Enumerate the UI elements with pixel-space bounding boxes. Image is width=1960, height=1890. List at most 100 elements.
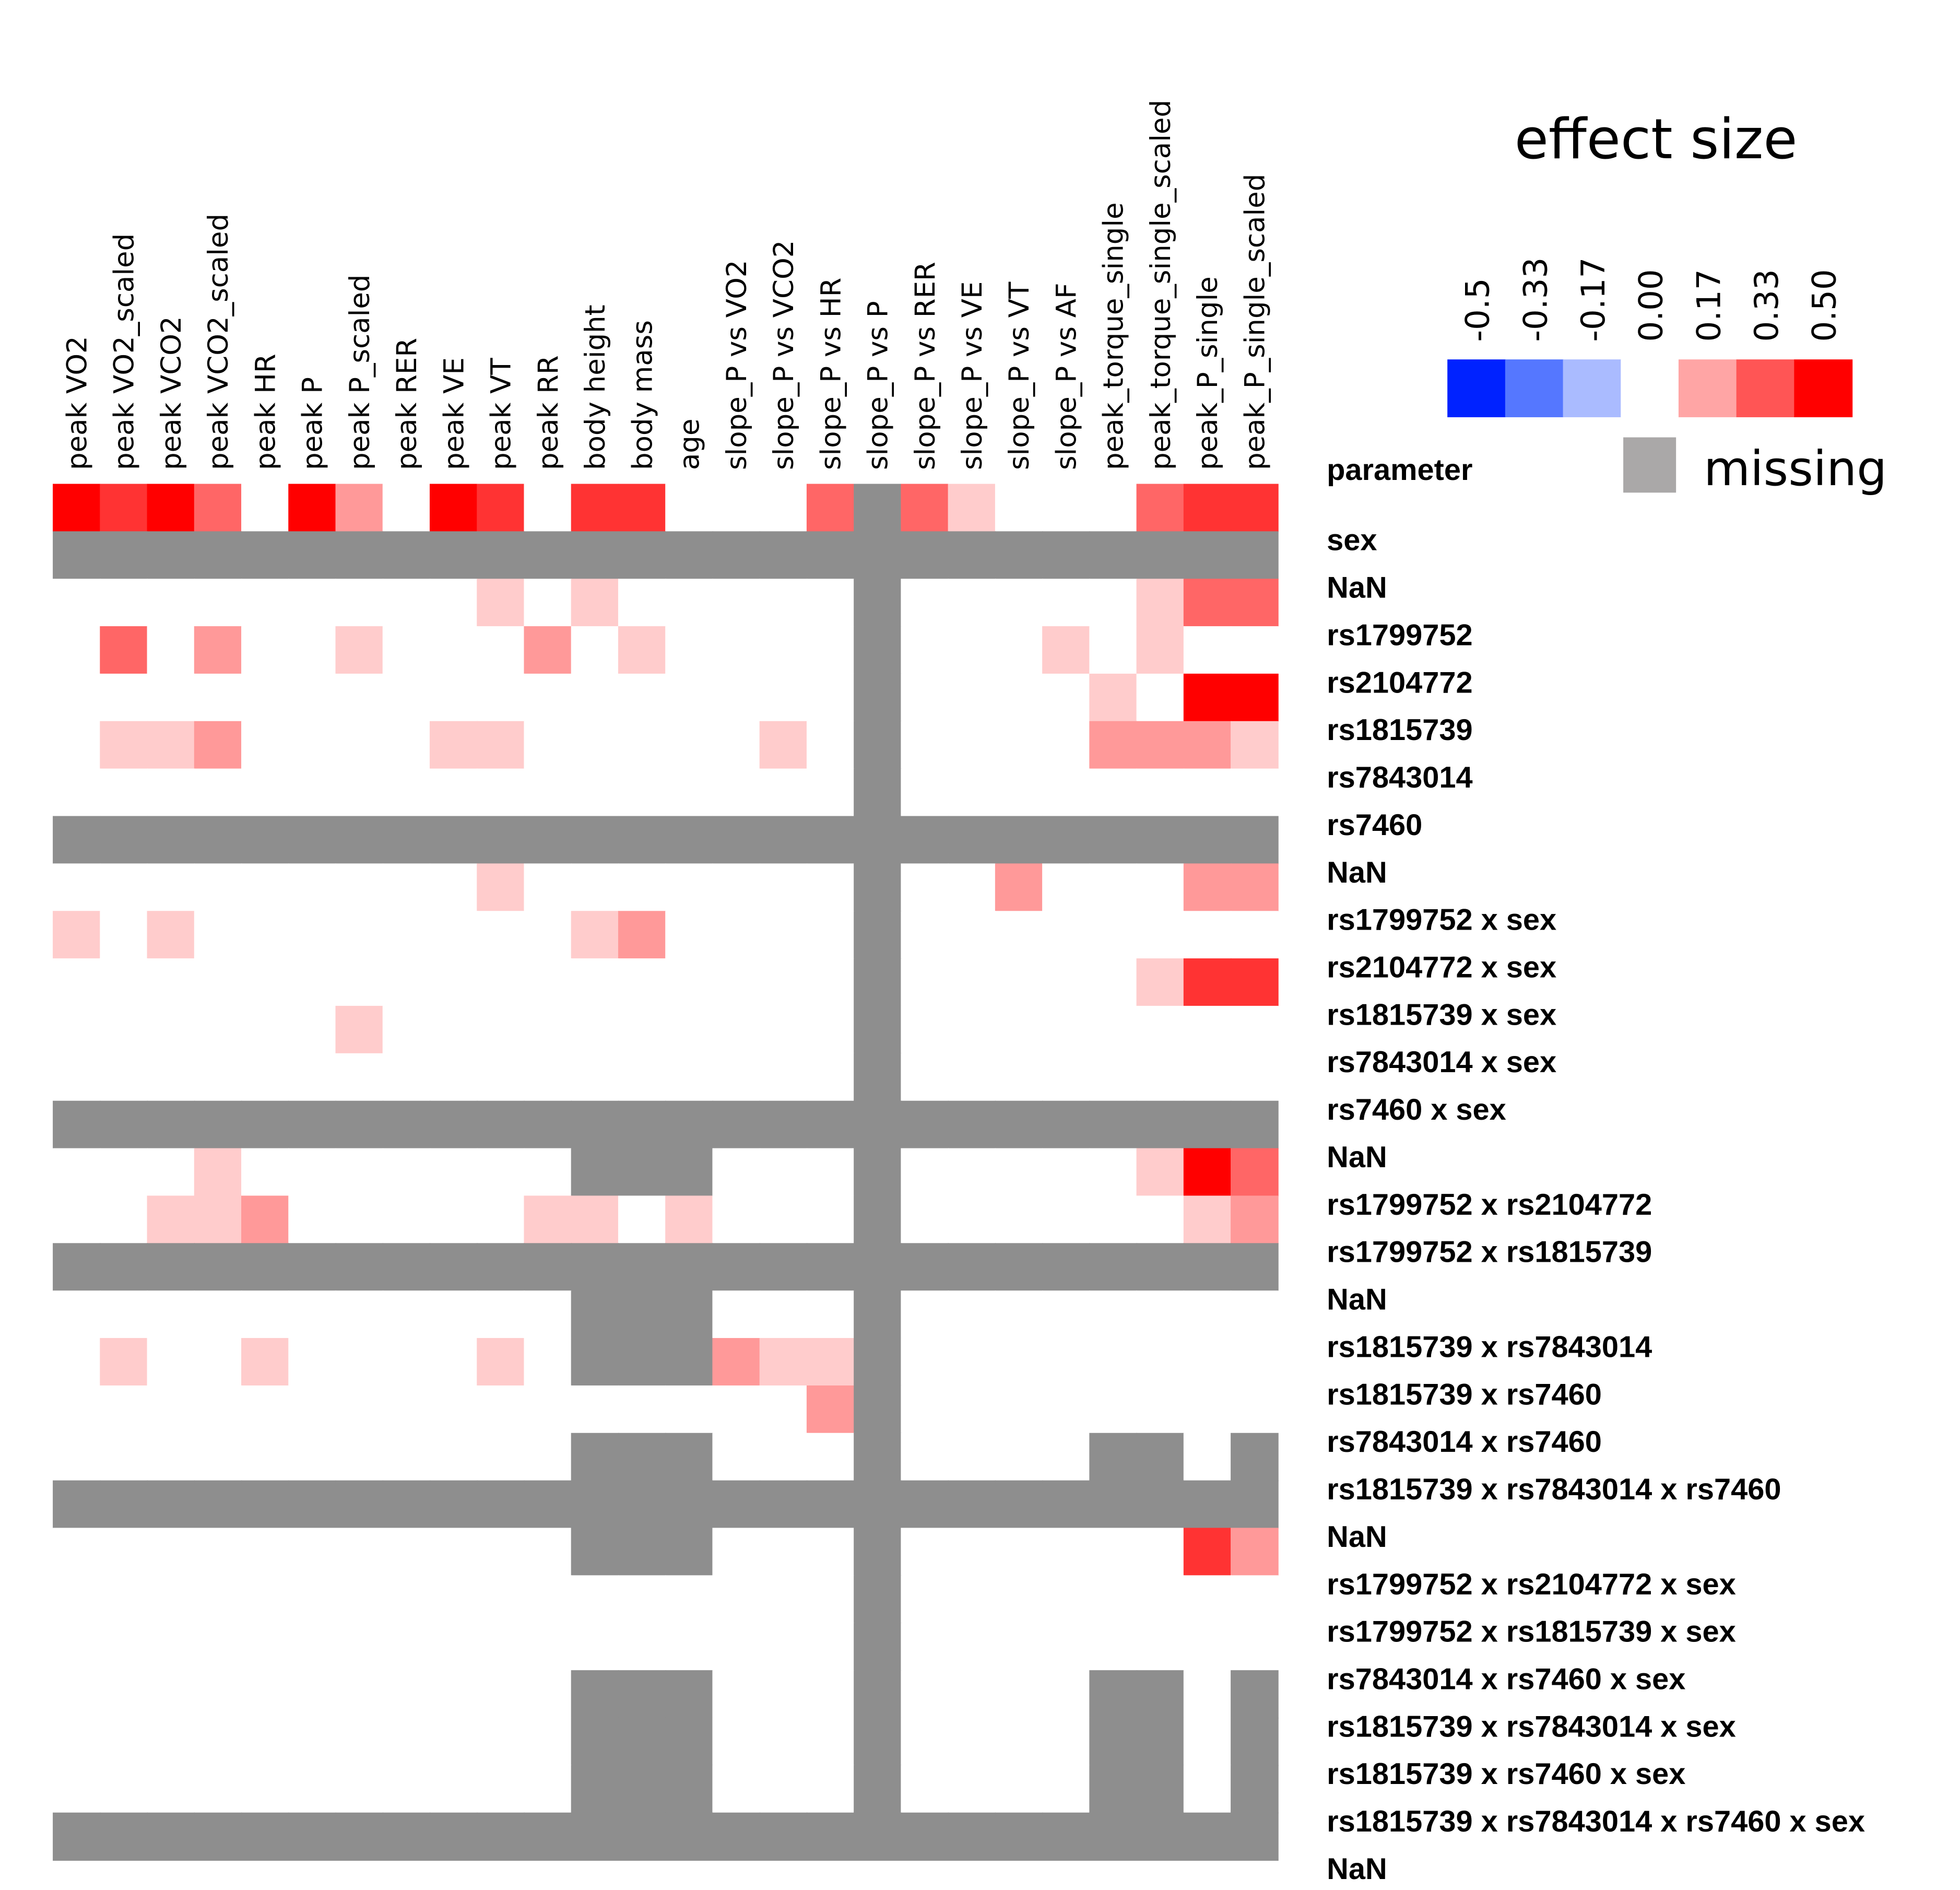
- column-label: slope_P vs VT: [1003, 281, 1035, 470]
- cell-missing: [618, 1670, 666, 1719]
- heatmap-cell: [1042, 911, 1090, 959]
- heatmap-cell: [806, 1385, 855, 1434]
- heatmap-cell: [1089, 1575, 1138, 1624]
- heatmap-cell: [1183, 1338, 1232, 1387]
- cell-missing: [1089, 1100, 1138, 1149]
- cell-missing: [806, 1100, 855, 1149]
- cell-missing: [571, 1480, 619, 1529]
- heatmap-cell: [288, 1290, 336, 1339]
- heatmap-cell: [288, 721, 336, 770]
- heatmap-cell: [712, 673, 761, 722]
- column-label: body height: [580, 304, 611, 470]
- heatmap-cell: [1042, 1195, 1090, 1244]
- heatmap-cell: [1183, 721, 1232, 770]
- heatmap-cell: [288, 1528, 336, 1576]
- heatmap-cell: [1231, 484, 1279, 532]
- heatmap-cell: [759, 1290, 808, 1339]
- cell-missing: [1089, 816, 1138, 864]
- heatmap-cell: [665, 1385, 713, 1434]
- cell-missing: [1136, 1812, 1185, 1861]
- heatmap-cell: [618, 1195, 666, 1244]
- heatmap-cell: [1042, 1765, 1090, 1814]
- heatmap-cell: [1089, 958, 1138, 1007]
- cell-missing: [100, 1243, 148, 1292]
- heatmap-cell: [241, 1338, 289, 1387]
- heatmap-cell: [147, 1148, 195, 1196]
- heatmap-cell: [995, 1385, 1043, 1434]
- heatmap-cell: [901, 911, 949, 959]
- cell-missing: [1042, 1812, 1090, 1861]
- cell-missing: [241, 1243, 289, 1292]
- heatmap-cell: [571, 1053, 619, 1102]
- legend-tick-label: 0.50: [1805, 269, 1844, 342]
- heatmap-cell: [806, 911, 855, 959]
- heatmap-cell: [53, 1385, 101, 1434]
- row-label: NaN: [1327, 1852, 1387, 1884]
- heatmap-cell: [477, 721, 525, 770]
- heatmap-cell: [524, 721, 572, 770]
- heatmap-cell: [1183, 1053, 1232, 1102]
- cell-missing: [477, 1480, 525, 1529]
- heatmap-cell: [147, 626, 195, 675]
- heatmap-cell: [288, 1195, 336, 1244]
- heatmap-cell: [1136, 1385, 1185, 1434]
- heatmap-cell: [241, 1433, 289, 1482]
- heatmap-cell: [477, 958, 525, 1007]
- cell-missing: [901, 531, 949, 580]
- heatmap-cell: [948, 626, 996, 675]
- heatmap-cell: [806, 1148, 855, 1196]
- heatmap-cell: [618, 1005, 666, 1054]
- cell-missing: [948, 531, 996, 580]
- heatmap-cell: [618, 1385, 666, 1434]
- heatmap-cell: [382, 1765, 431, 1814]
- cell-missing: [854, 1670, 902, 1719]
- heatmap-cell: [901, 1148, 949, 1196]
- cell-missing: [854, 484, 902, 532]
- cell-missing: [665, 1338, 713, 1387]
- heatmap-cell: [524, 484, 572, 532]
- heatmap-cell: [194, 626, 242, 675]
- heatmap-cell: [429, 863, 478, 912]
- heatmap-cell: [335, 1528, 384, 1576]
- heatmap-cell: [901, 1575, 949, 1624]
- heatmap-cell: [1089, 1005, 1138, 1054]
- heatmap-cell: [524, 1765, 572, 1814]
- cell-missing: [241, 1100, 289, 1149]
- heatmap-cell: [477, 1433, 525, 1482]
- heatmap-cell: [571, 721, 619, 770]
- cell-missing: [382, 1243, 431, 1292]
- row-label: rs1799752 x rs1815739: [1327, 1236, 1652, 1269]
- row-label: rs1799752 x rs2104772 x sex: [1327, 1568, 1736, 1601]
- heatmap-cell: [618, 579, 666, 627]
- heatmap-cell: [241, 579, 289, 627]
- heatmap-cell: [524, 1433, 572, 1482]
- heatmap-cell: [712, 626, 761, 675]
- cell-missing: [382, 1480, 431, 1529]
- heatmap-cell: [948, 911, 996, 959]
- row-label: rs7843014 x rs7460: [1327, 1425, 1602, 1459]
- heatmap-cell: [429, 768, 478, 817]
- cell-missing: [571, 1100, 619, 1149]
- heatmap-cell: [901, 1765, 949, 1814]
- heatmap-cell: [712, 1005, 761, 1054]
- heatmap-cell: [901, 1670, 949, 1719]
- column-label: slope_P vs VE: [957, 281, 988, 470]
- heatmap-cell: [194, 1290, 242, 1339]
- heatmap-cell: [901, 863, 949, 912]
- column-label: slope_P vs AF: [1050, 283, 1082, 470]
- cell-missing: [382, 1100, 431, 1149]
- row-label: NaN: [1327, 1520, 1387, 1554]
- heatmap-cell: [100, 1433, 148, 1482]
- heatmap-cell: [1042, 1005, 1090, 1054]
- heatmap-cell: [759, 1053, 808, 1102]
- heatmap-cell: [1089, 1623, 1138, 1671]
- heatmap-cell: [429, 911, 478, 959]
- heatmap-cell: [901, 1433, 949, 1482]
- heatmap-cell: [382, 1385, 431, 1434]
- cell-missing: [665, 531, 713, 580]
- cell-missing: [854, 1385, 902, 1434]
- heatmap-cell: [571, 673, 619, 722]
- row-label: rs7843014 x sex: [1327, 1046, 1556, 1079]
- cell-missing: [524, 1480, 572, 1529]
- heatmap-cell: [429, 1433, 478, 1482]
